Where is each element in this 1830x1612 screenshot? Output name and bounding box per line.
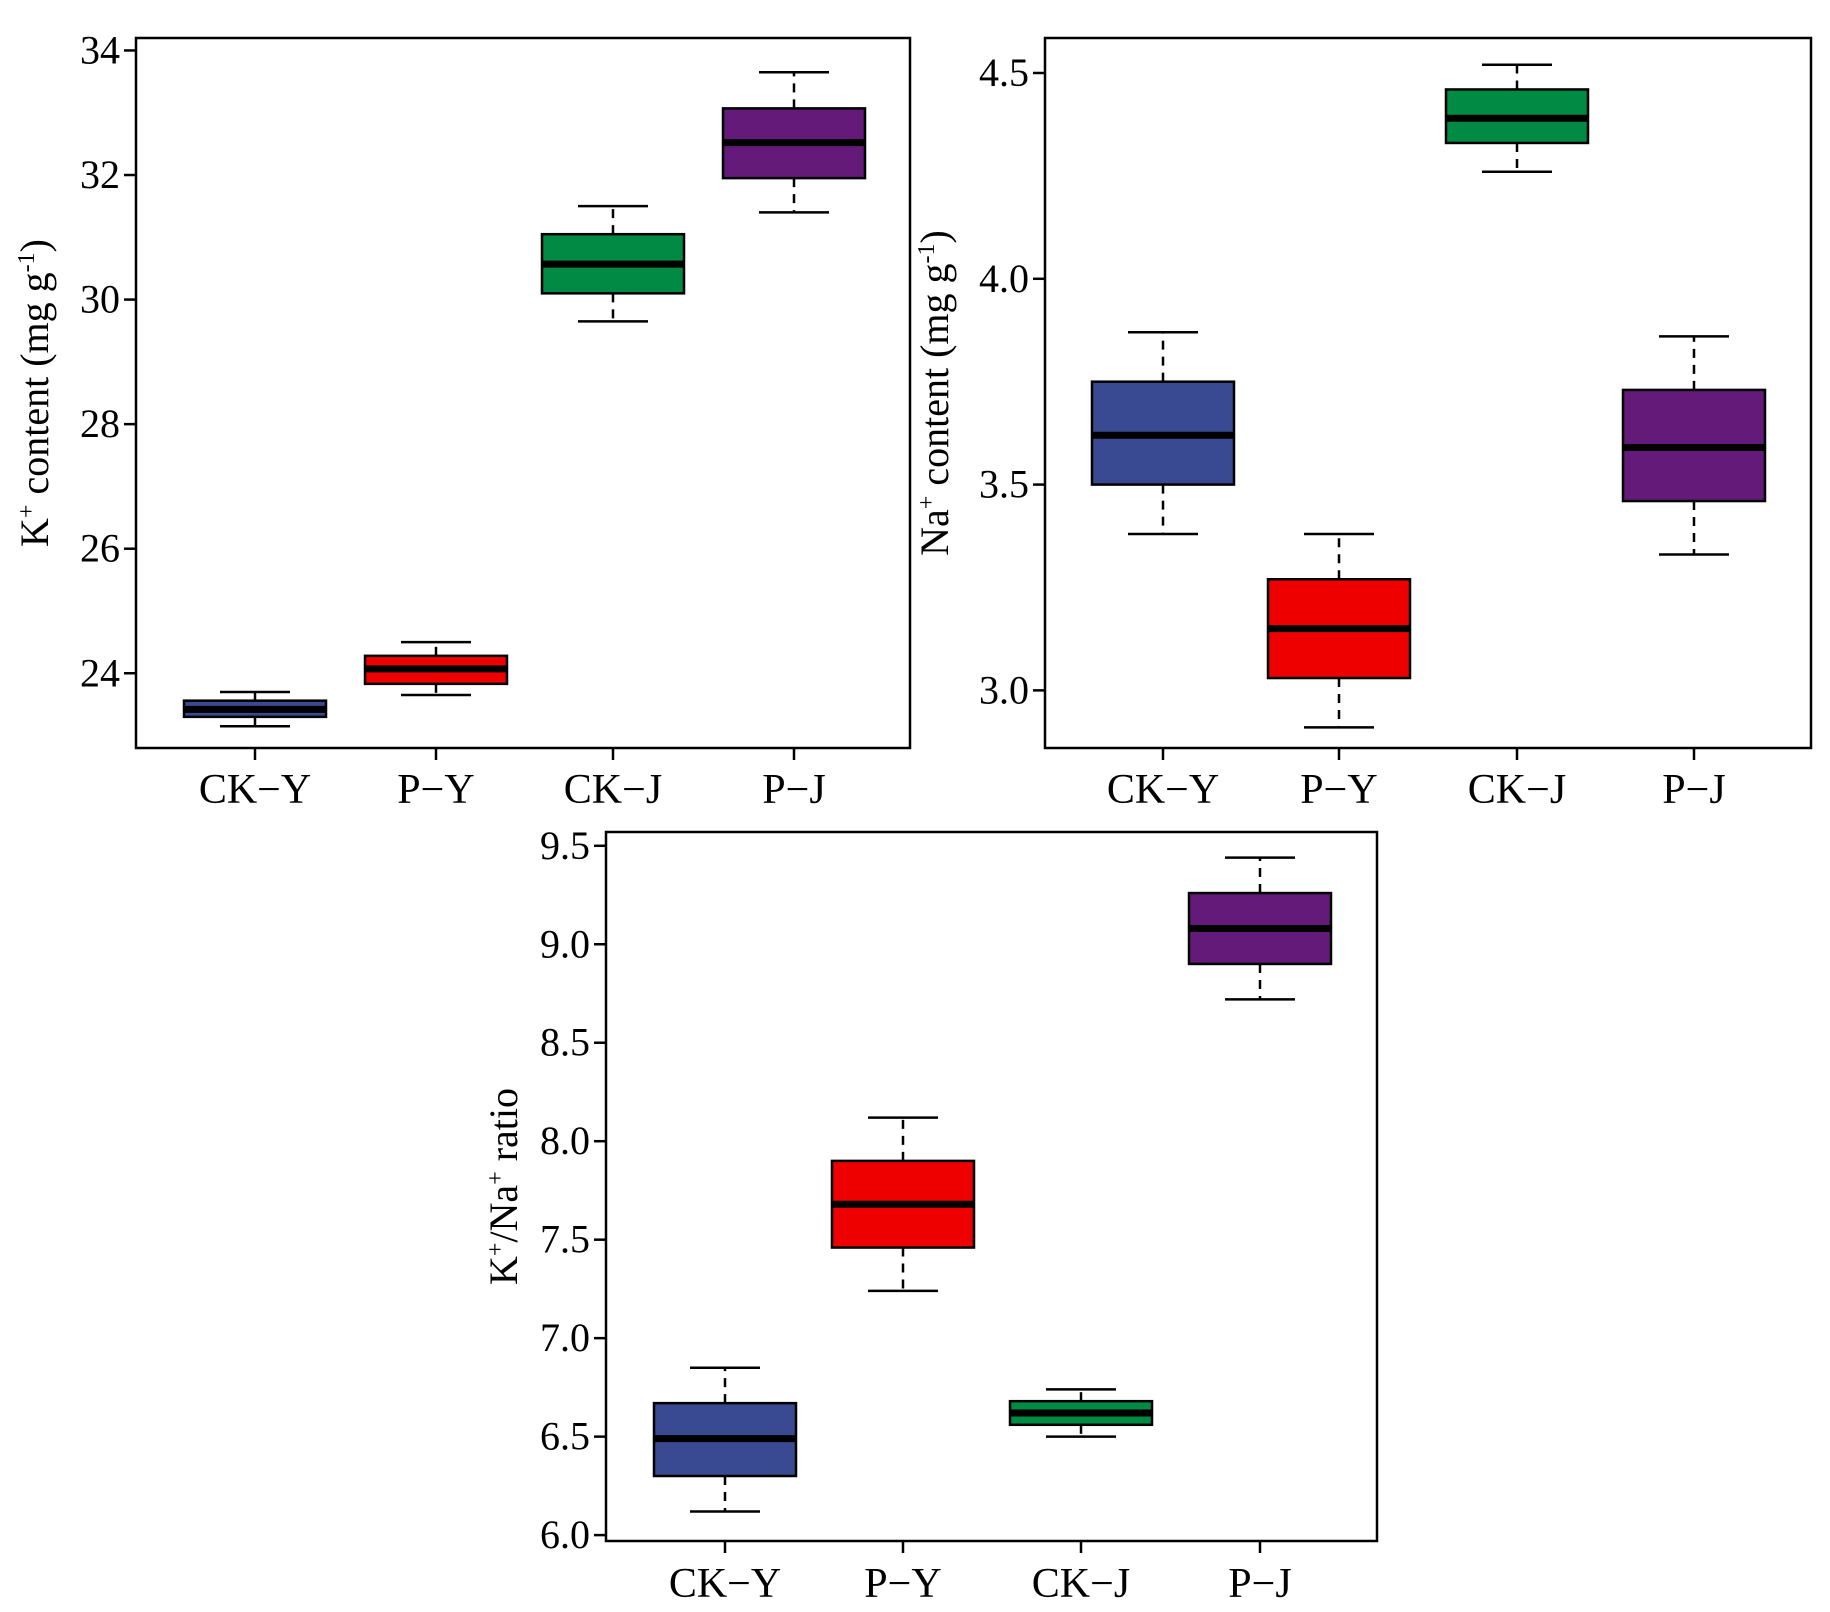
y-tick-label: 32 [80,152,120,197]
category-label: P−J [762,767,825,813]
box-3 [721,71,867,214]
y-tick-label: 8.0 [540,1118,590,1163]
y-tick-label: 6.0 [540,1512,590,1557]
y-axis-title: K+/Na+ ratio [481,1088,526,1285]
box-2 [540,204,686,323]
box-3 [1621,335,1767,556]
y-axis-title-superscript: + [914,496,940,510]
category-label: CK−Y [199,767,311,813]
y-axis-title-text: ratio [481,1088,526,1171]
plot-frame [134,36,912,750]
y-tick-label: 26 [80,526,120,571]
na-content-panel: 3.0 3.5 4.0 4.5 CK−Y P−Y CK−J P−J Na+ content (m… [912,36,1813,813]
y-axis-title-text: content (mg g [12,272,57,504]
y-axis-title-superscript: -1 [914,243,940,263]
y-tick-label: 30 [80,277,120,322]
box-2 [1444,63,1590,174]
box-2 [1008,1388,1154,1438]
y-axis-title-text: K [12,518,57,547]
box-0 [182,690,328,728]
category-label: P−Y [1300,767,1377,813]
y-axis-title-text: /Na [481,1185,526,1243]
category-label: P−Y [864,1561,941,1607]
box-1 [363,640,509,697]
y-tick-label: 3.5 [979,462,1029,507]
y-tick-label: 8.5 [540,1020,590,1065]
y-axis-title-text: content (mg g [912,263,957,495]
y-axis-title-superscript: -1 [14,252,40,272]
category-label: P−J [1228,1561,1291,1607]
y-axis-title-text: Na [912,509,957,556]
y-axis-title-superscript: + [483,1243,509,1257]
y-tick-label: 6.5 [540,1414,590,1459]
plot-frame [604,830,1379,1543]
y-axis-title-text: ) [12,239,57,252]
plot-frame [1043,36,1813,750]
category-label: P−J [1662,767,1725,813]
y-tick-label: 4.0 [979,256,1029,301]
category-label: P−Y [397,767,474,813]
box-1 [1266,532,1412,729]
y-axis-title-superscript: + [14,505,40,519]
y-tick-label: 28 [80,401,120,446]
box-3 [1187,856,1333,1001]
y-axis-title-text: ) [912,230,957,243]
category-label: CK−Y [1107,767,1219,813]
category-label: CK−J [1468,767,1566,813]
box-0 [652,1366,798,1513]
k-na-ratio-panel: 6.06.57.07.58.08.59.09.5CK−Y P−Y CK−J P−JK+… [481,823,1379,1607]
category-label: CK−Y [669,1561,781,1607]
box-0 [1090,331,1236,536]
category-label: CK−J [564,767,662,813]
y-tick-label: 24 [80,650,120,695]
y-axis-title: Na+ content (mg g-1) [912,230,957,556]
box-1 [830,1116,976,1293]
y-tick-label: 4.5 [979,50,1029,95]
y-tick-label: 7.0 [540,1315,590,1360]
k-content-panel: 24 26 28 30 32 34 CK−Y P−Y CK−J P−J K+ content (mg… [12,27,912,813]
y-tick-label: 9.5 [540,823,590,868]
y-tick-label: 7.5 [540,1217,590,1262]
y-tick-label: 34 [80,27,120,72]
y-axis-title-superscript: + [483,1171,509,1185]
y-axis-title: K+ content (mg g-1) [12,239,57,547]
y-axis-title-text: K [481,1256,526,1285]
y-tick-label: 3.0 [979,667,1029,712]
y-tick-label: 9.0 [540,921,590,966]
category-label: CK−J [1032,1561,1130,1607]
